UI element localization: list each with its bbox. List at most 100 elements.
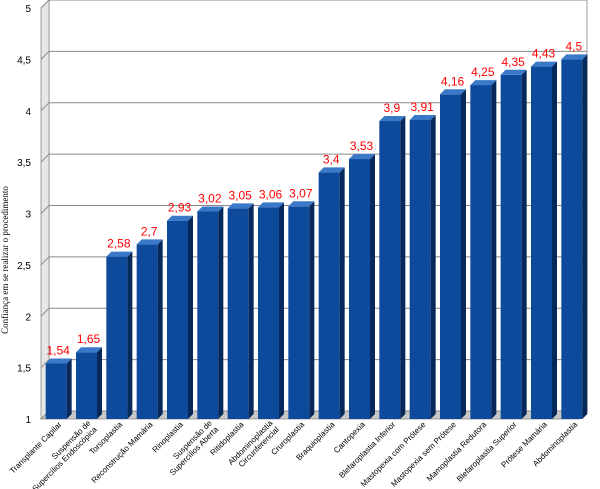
bar-front (45, 363, 67, 419)
y-tick-label: 3 (25, 210, 31, 221)
bar-side (279, 202, 284, 419)
bar-top (500, 69, 527, 75)
bar-top (379, 116, 406, 122)
bar-top (258, 202, 284, 208)
data-label: 2,93 (168, 201, 192, 215)
gridline-diag (40, 256, 50, 266)
bar (227, 203, 254, 419)
y-tick-label: 3,5 (17, 158, 31, 169)
gridline-diag (40, 51, 50, 60)
x-tick-label: Blefaroplastia Superior (455, 420, 519, 484)
bar (500, 69, 527, 419)
bar-side (461, 89, 466, 419)
y-tick-label: 5 (25, 4, 31, 15)
bar (349, 154, 375, 420)
bar (197, 206, 224, 419)
bar-top (136, 239, 163, 245)
bar-front (409, 119, 431, 419)
data-label: 3,02 (198, 191, 222, 205)
bar-front (76, 352, 97, 419)
gridline-diag (40, 307, 50, 317)
bar-top (76, 347, 102, 353)
bar-top (45, 358, 72, 364)
bar-top (318, 167, 345, 173)
x-tick-label: Reconstrução Mamária (90, 420, 155, 485)
bar-front (561, 59, 583, 419)
bar-side (248, 203, 254, 419)
data-label: 4,5 (565, 39, 582, 53)
bar-top (440, 89, 466, 95)
bar-top (531, 61, 557, 67)
bar-front (531, 66, 552, 419)
bar-front (470, 85, 492, 419)
data-label: 2,58 (107, 237, 131, 251)
bar-top (288, 201, 315, 207)
data-label: 3,9 (383, 101, 400, 115)
y-tick-label: 2,5 (17, 261, 31, 272)
bar-top (561, 54, 588, 60)
gridline-diag (40, 153, 50, 163)
data-labels: 1,54 1,65 2,58 2,7 2,93 3,02 3,05 3,06 3,07 3,4 3,… (46, 39, 582, 357)
y-tick-label: 4 (25, 107, 31, 118)
bar-front (500, 74, 522, 419)
y-tick-label: 2 (25, 312, 31, 323)
bar-side (552, 61, 557, 419)
y-axis-label: Confiança em se realizar o procedimento (0, 186, 10, 334)
bar-side (339, 167, 345, 419)
bar-side (127, 251, 133, 419)
bar-side (157, 239, 163, 419)
bar-side (370, 154, 375, 420)
gridline-diag (40, 0, 50, 9)
data-label: 1,54 (46, 344, 70, 358)
bar-side (430, 114, 436, 419)
bar-top (349, 154, 375, 160)
bar-top (409, 114, 436, 120)
data-label: 3,91 (410, 100, 434, 114)
bar-side (491, 80, 497, 419)
bar (136, 239, 163, 419)
data-label: 4,35 (501, 55, 525, 69)
bar (561, 54, 588, 419)
bar-side (218, 206, 224, 419)
data-label: 4,25 (471, 65, 495, 79)
y-tick-label: 1 (25, 415, 31, 426)
bar (167, 215, 193, 419)
data-label: 4,16 (441, 74, 465, 88)
bar-side (582, 54, 588, 419)
bar-side (309, 201, 315, 419)
bar-front (288, 206, 310, 419)
bar (531, 61, 557, 419)
bar-front (106, 256, 128, 419)
bar-side (400, 116, 406, 420)
bar (45, 358, 72, 419)
y-tick-label: 4,5 (17, 55, 31, 66)
bar-front (167, 220, 188, 419)
bar-top (197, 206, 224, 212)
bar (379, 116, 406, 420)
data-label: 3,05 (228, 188, 252, 202)
data-label: 3,53 (350, 139, 374, 153)
bar (288, 201, 315, 419)
bar-front (318, 172, 340, 419)
x-tick-label: Blefaroplastia Inferior (337, 420, 397, 480)
bars (45, 54, 588, 420)
x-tick-label: Mamoplastia Redutora (425, 420, 489, 484)
bar (76, 347, 102, 419)
bar-front (136, 244, 158, 419)
y-axis-ticks: 1 1,5 2 2,5 3 3,5 4 4,5 5 (17, 4, 31, 426)
bar (409, 114, 436, 419)
bar-side (521, 69, 527, 419)
data-label: 3,4 (323, 152, 340, 166)
bar-front (258, 207, 279, 419)
gridline-diag (40, 102, 50, 112)
bar (318, 167, 345, 419)
bar-front (227, 208, 249, 419)
data-label: 1,65 (77, 332, 101, 346)
bar-top (167, 215, 193, 221)
bar (470, 80, 497, 419)
bar-side (97, 347, 102, 419)
gridline-diag (40, 205, 50, 214)
bar-front (440, 94, 461, 419)
bar-top (470, 80, 497, 86)
